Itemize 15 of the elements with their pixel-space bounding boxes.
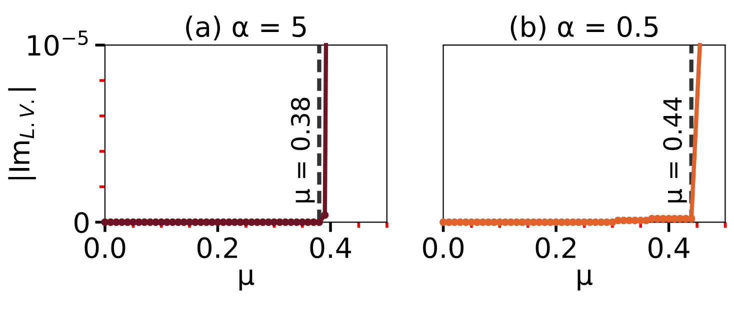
x-tick-label: 0.2 — [197, 237, 238, 258]
y-tick-label: 10$^{−5}$ — [28, 30, 88, 56]
ref-line-label: μ = 0.38 — [290, 98, 315, 202]
x-tick-label: 0.2 — [536, 237, 576, 258]
chart-title: (a) α = 5 — [186, 16, 306, 40]
x-tick-label: 0.0 — [423, 237, 464, 258]
x-tick-label: 0.0 — [84, 237, 126, 258]
x-axis-title: μ — [239, 270, 254, 291]
chart-title: (b) α = 0.5 — [510, 16, 658, 40]
x-tick-label: 0.4 — [310, 237, 352, 258]
ref-line-label: μ = 0.44 — [663, 97, 687, 202]
y-axis-title: |Im$_{L.V.}$| — [8, 88, 36, 180]
x-axis-title: μ — [578, 270, 592, 291]
y-tick-label: 0 — [74, 212, 89, 234]
x-tick-label: 0.4 — [648, 237, 690, 258]
